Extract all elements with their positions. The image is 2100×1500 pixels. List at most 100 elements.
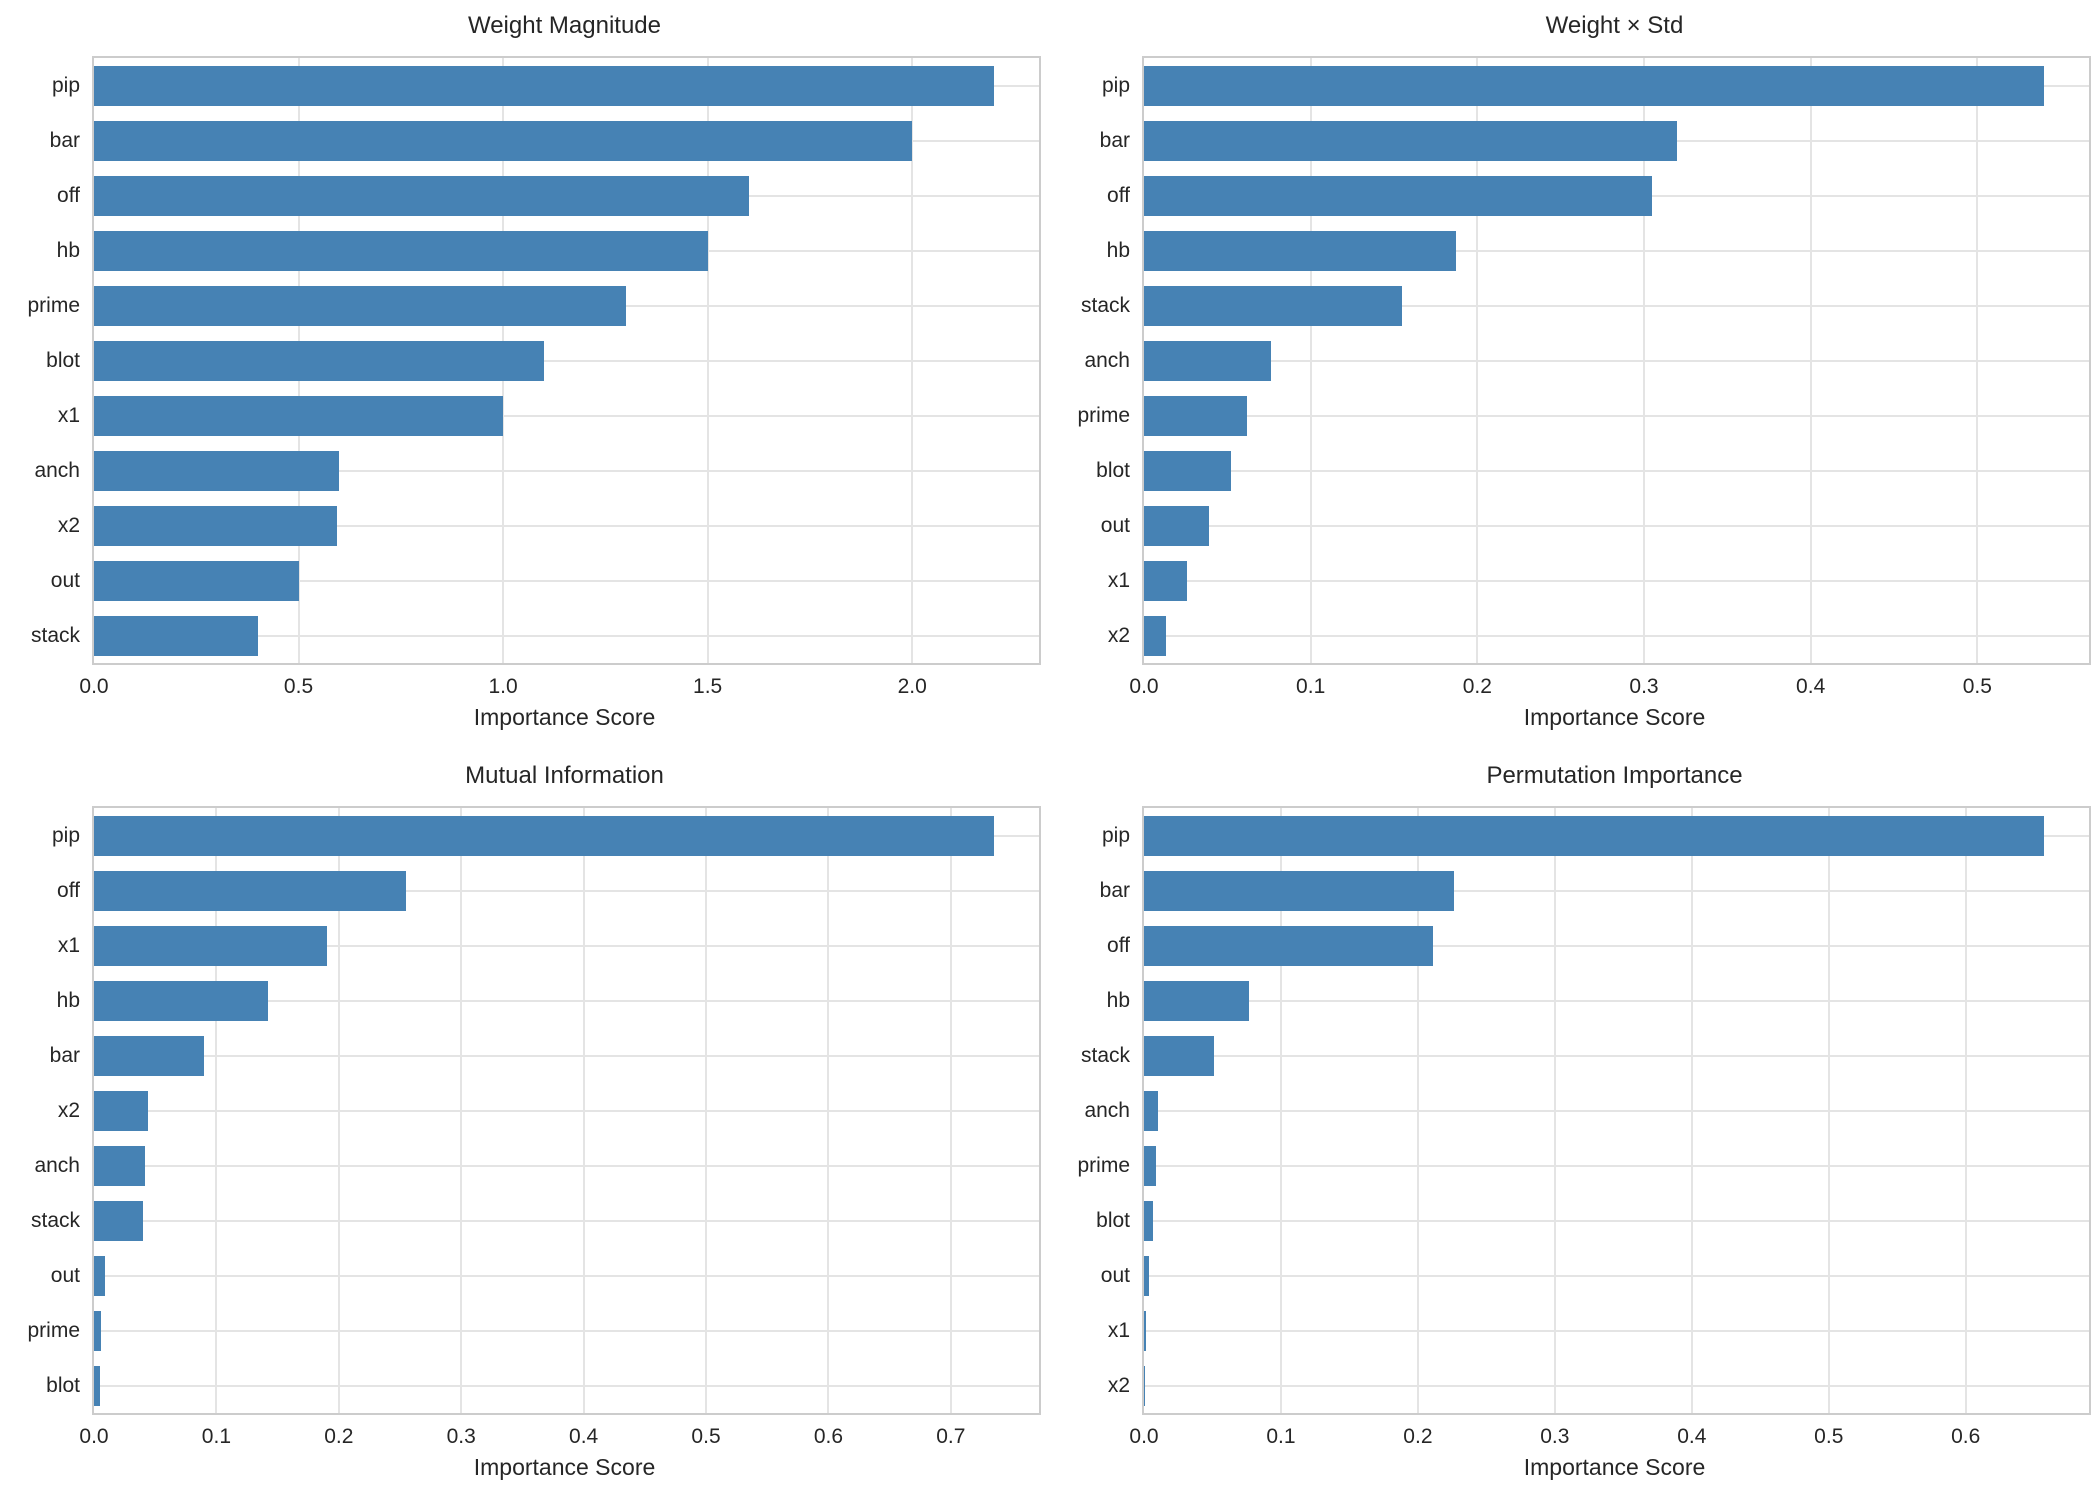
x-tick-label: 0.6	[813, 1425, 844, 1448]
bar-x2	[94, 1090, 148, 1131]
y-tick-label: x1	[1107, 568, 1130, 592]
bar-out	[94, 560, 299, 601]
x-tick-label: 0.0	[79, 675, 109, 698]
bar-off	[94, 175, 749, 216]
y-tick-label: pip	[1101, 73, 1130, 97]
bar-blot	[1144, 450, 1231, 491]
x-tick-label: 0.1	[1266, 1425, 1296, 1448]
y-tick-label: x2	[57, 1098, 80, 1122]
bar-hb	[1144, 980, 1250, 1021]
bar-stack	[94, 1200, 143, 1241]
bar-prime	[1144, 1145, 1156, 1186]
gridline-horizontal	[1144, 1109, 2089, 1112]
chart-title: Weight × Std	[1545, 12, 1684, 39]
gridline-horizontal	[1144, 469, 2089, 472]
bar-bar	[94, 120, 913, 161]
x-tick-label: 0.2	[1462, 675, 1492, 698]
gridline-horizontal	[94, 1329, 1039, 1332]
bar-x1	[1144, 1310, 1146, 1351]
gridline-horizontal	[94, 999, 1039, 1002]
y-tick-label: hb	[56, 988, 80, 1012]
y-tick-label: out	[50, 1263, 80, 1287]
x-axis-label: Importance Score	[1523, 704, 1706, 730]
y-tick-label: anch	[34, 458, 80, 482]
y-tick-label: prime	[27, 293, 80, 317]
bar-out	[1144, 1255, 1149, 1296]
gridline-horizontal	[1144, 944, 2089, 947]
bar-prime	[94, 1310, 102, 1351]
x-axis-label: Importance Score	[473, 704, 656, 730]
bar-off	[1144, 175, 1653, 216]
x-tick-label: 1.5	[693, 675, 723, 698]
bar-pip	[94, 65, 994, 106]
gridline-horizontal	[94, 579, 1039, 582]
y-tick-label: off	[1107, 933, 1130, 957]
gridline-horizontal	[1144, 304, 2089, 307]
gridline-horizontal	[1144, 1219, 2089, 1222]
bar-blot	[1144, 1200, 1153, 1241]
y-tick-label: out	[1100, 1263, 1130, 1287]
bar-anch	[94, 450, 340, 491]
bar-pip	[1144, 815, 2044, 856]
y-tick-label: anch	[1084, 348, 1130, 372]
y-tick-label: x2	[1107, 623, 1130, 647]
x-tick-label: 0.7	[936, 1425, 966, 1448]
chart-title: Mutual Information	[465, 762, 664, 789]
plot-area: 0.0 0.1 0.2 0.3 0.4 0.5 0.6 0.7 pip off x1 hb bar x2 a…	[27, 806, 1041, 1448]
bar-blot	[94, 340, 544, 381]
gridline-horizontal	[94, 414, 1039, 417]
plot-area: 0.0 0.5 1.0 1.5 2.0 pip bar off hb prime blot x1 anc…	[27, 56, 1041, 698]
y-tick-label: bar	[1099, 878, 1130, 902]
y-tick-label: prime	[1077, 403, 1130, 427]
y-tick-label: pip	[1101, 823, 1130, 847]
plot-area: 0.0 0.1 0.2 0.3 0.4 0.5 0.6 pip bar off hb stack anc…	[1077, 806, 2091, 1448]
gridline-horizontal	[1144, 1274, 2089, 1277]
bar-prime	[1144, 395, 1248, 436]
x-tick-label: 0.4	[569, 1425, 599, 1448]
y-tick-label: x1	[57, 933, 80, 957]
gridline-horizontal	[1144, 414, 2089, 417]
y-tick-label: out	[1100, 513, 1130, 537]
x-tick-label: 0.0	[1129, 1425, 1159, 1448]
gridline-horizontal	[94, 1054, 1039, 1057]
y-tick-label: off	[57, 183, 80, 207]
y-tick-label: anch	[34, 1153, 80, 1177]
bar-stack	[1144, 1035, 1214, 1076]
y-tick-label: bar	[49, 1043, 80, 1067]
panel-permutation-importance: Permutation Importance 0.0 0.1 0.2 0.3 0.4 0.…	[1050, 750, 2100, 1500]
gridline-horizontal	[1144, 1329, 2089, 1332]
x-tick-label: 0.1	[201, 1425, 232, 1448]
y-tick-label: blot	[1096, 458, 1130, 482]
y-tick-label: bar	[1099, 128, 1130, 152]
bar-x2	[1144, 1365, 1145, 1406]
bar-bar	[1144, 870, 1454, 911]
y-tick-label: blot	[46, 348, 80, 372]
bar-x1	[1144, 560, 1188, 601]
y-tick-label: hb	[1106, 238, 1130, 262]
bar-x1	[94, 925, 327, 966]
x-tick-label: 0.4	[1796, 675, 1826, 698]
gridline-horizontal	[94, 634, 1039, 637]
panel-mutual-information: Mutual Information 0.0 0.1 0.2 0.3 0.4 0.5 0.6…	[0, 750, 1050, 1500]
x-tick-label: 0.2	[1403, 1425, 1433, 1448]
gridline-horizontal	[1144, 1384, 2089, 1387]
bar-anch	[94, 1145, 146, 1186]
gridline-horizontal	[94, 1164, 1039, 1167]
x-tick-label: 0.3	[1629, 675, 1659, 698]
x-tick-label: 0.5	[1962, 675, 1992, 698]
bar-hb	[1144, 230, 1456, 271]
y-tick-label: x2	[1107, 1373, 1130, 1397]
bar-stack	[94, 615, 258, 656]
bar-pip	[1144, 65, 2044, 106]
chart-title: Weight Magnitude	[467, 12, 661, 39]
bar-blot	[94, 1365, 101, 1406]
y-tick-label: stack	[1080, 293, 1130, 317]
y-tick-label: blot	[46, 1373, 80, 1397]
gridline-horizontal	[94, 944, 1039, 947]
y-tick-label: pip	[51, 823, 80, 847]
x-axis-label: Importance Score	[1523, 1454, 1706, 1480]
bar-x2	[94, 505, 338, 546]
bar-pip	[94, 815, 994, 856]
panel-weight-magnitude: Weight Magnitude 0.0 0.5 1.0 1.5 2.0 pip bar of…	[0, 0, 1050, 750]
